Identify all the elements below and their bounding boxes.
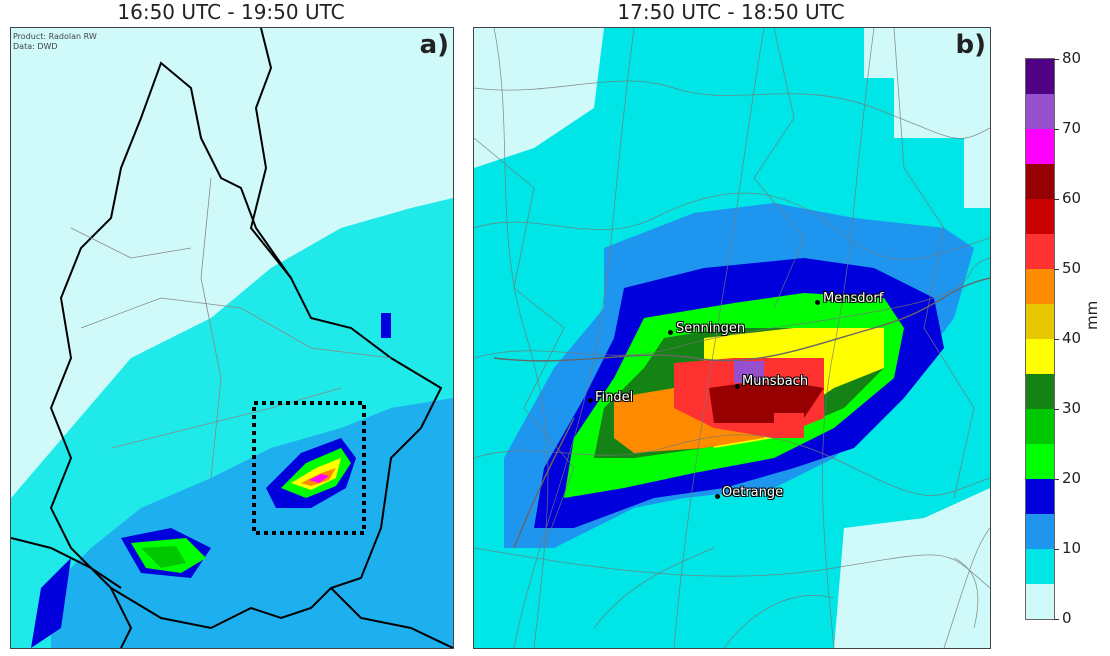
colorbar-tick-mark	[1054, 549, 1059, 550]
colorbar-tick-mark	[1054, 199, 1059, 200]
place-label-oetrange: Oetrange	[722, 485, 784, 500]
colorbar-tick-mark	[1054, 269, 1059, 270]
colorbar-tick-label: 0	[1062, 609, 1072, 627]
colorbar-segment	[1026, 479, 1054, 514]
colorbar-segment	[1026, 409, 1054, 444]
colorbar-segment	[1026, 549, 1054, 584]
colorbar-tick-label: 70	[1062, 119, 1082, 137]
precipitation-colorbar	[1025, 58, 1055, 620]
colorbar-segment	[1026, 164, 1054, 199]
colorbar-segment	[1026, 584, 1054, 619]
panel-b-label: b)	[955, 30, 987, 60]
colorbar-tick-label: 50	[1062, 259, 1082, 277]
place-marker-mensdorf	[815, 300, 820, 305]
place-marker-munsbach	[735, 384, 740, 389]
panel-a-label: a)	[419, 30, 449, 60]
colorbar-tick-label: 80	[1062, 49, 1082, 67]
colorbar-segment	[1026, 514, 1054, 549]
colorbar-tick-label: 30	[1062, 399, 1082, 417]
colorbar-segment	[1026, 339, 1054, 374]
place-marker-oetrange	[715, 494, 720, 499]
precip-detail-layer	[474, 28, 990, 648]
colorbar-segment	[1026, 374, 1054, 409]
place-marker-senningen	[668, 330, 673, 335]
colorbar-tick-label: 40	[1062, 329, 1082, 347]
colorbar-unit: mm	[1083, 300, 1101, 330]
colorbar-tick-mark	[1054, 409, 1059, 410]
panel-a-title: 16:50 UTC - 19:50 UTC	[117, 0, 345, 24]
place-label-findel: Findel	[595, 390, 634, 405]
colorbar-tick-label: 20	[1062, 469, 1082, 487]
colorbar-tick-label: 10	[1062, 539, 1082, 557]
colorbar-tick-mark	[1054, 619, 1059, 620]
colorbar-tick-mark	[1054, 479, 1059, 480]
precip-overview-layer	[11, 28, 453, 648]
map-panel-b[interactable]: b) Senningen Mensdorf Findel Munsbach Oe…	[473, 27, 991, 649]
colorbar-tick-mark	[1054, 129, 1059, 130]
colorbar-segment	[1026, 269, 1054, 304]
place-label-senningen: Senningen	[676, 321, 746, 336]
data-credit: Data: DWD	[13, 42, 58, 51]
place-marker-findel	[588, 398, 593, 403]
colorbar-segment	[1026, 234, 1054, 269]
colorbar-segment	[1026, 199, 1054, 234]
colorbar-segment	[1026, 304, 1054, 339]
place-label-mensdorf: Mensdorf	[823, 291, 884, 306]
colorbar-tick-label: 60	[1062, 189, 1082, 207]
panel-b-title: 17:50 UTC - 18:50 UTC	[617, 0, 845, 24]
colorbar-segment	[1026, 59, 1054, 94]
colorbar-segment	[1026, 444, 1054, 479]
colorbar-segment	[1026, 129, 1054, 164]
colorbar-tick-mark	[1054, 59, 1059, 60]
place-label-munsbach: Munsbach	[742, 374, 809, 389]
colorbar-segment	[1026, 94, 1054, 129]
product-credit: Product: Radolan RW	[13, 32, 97, 41]
colorbar-tick-mark	[1054, 339, 1059, 340]
map-panel-a[interactable]: Product: Radolan RW Data: DWD a)	[10, 27, 454, 649]
